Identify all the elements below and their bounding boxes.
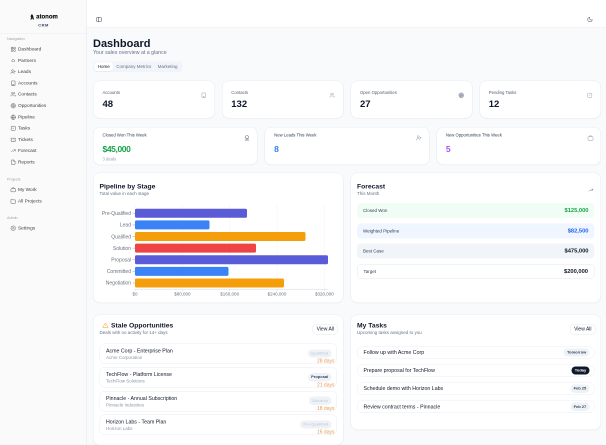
svg-text:Negotiation: Negotiation [106,281,132,287]
svg-text:$0: $0 [132,292,138,297]
svg-text:Pre-Qualified: Pre-Qualified [102,211,131,217]
svg-text:Proposal: Proposal [111,258,131,264]
svg-text:Qualified: Qualified [111,234,131,240]
svg-text:Committed: Committed [107,269,131,275]
svg-text:$80,000: $80,000 [174,292,191,297]
svg-text:Solution: Solution [113,246,131,252]
svg-text:$320,000: $320,000 [315,292,334,297]
svg-text:$160,000: $160,000 [220,292,239,297]
svg-text:$240,000: $240,000 [268,292,287,297]
svg-text:Lead: Lead [120,223,131,229]
